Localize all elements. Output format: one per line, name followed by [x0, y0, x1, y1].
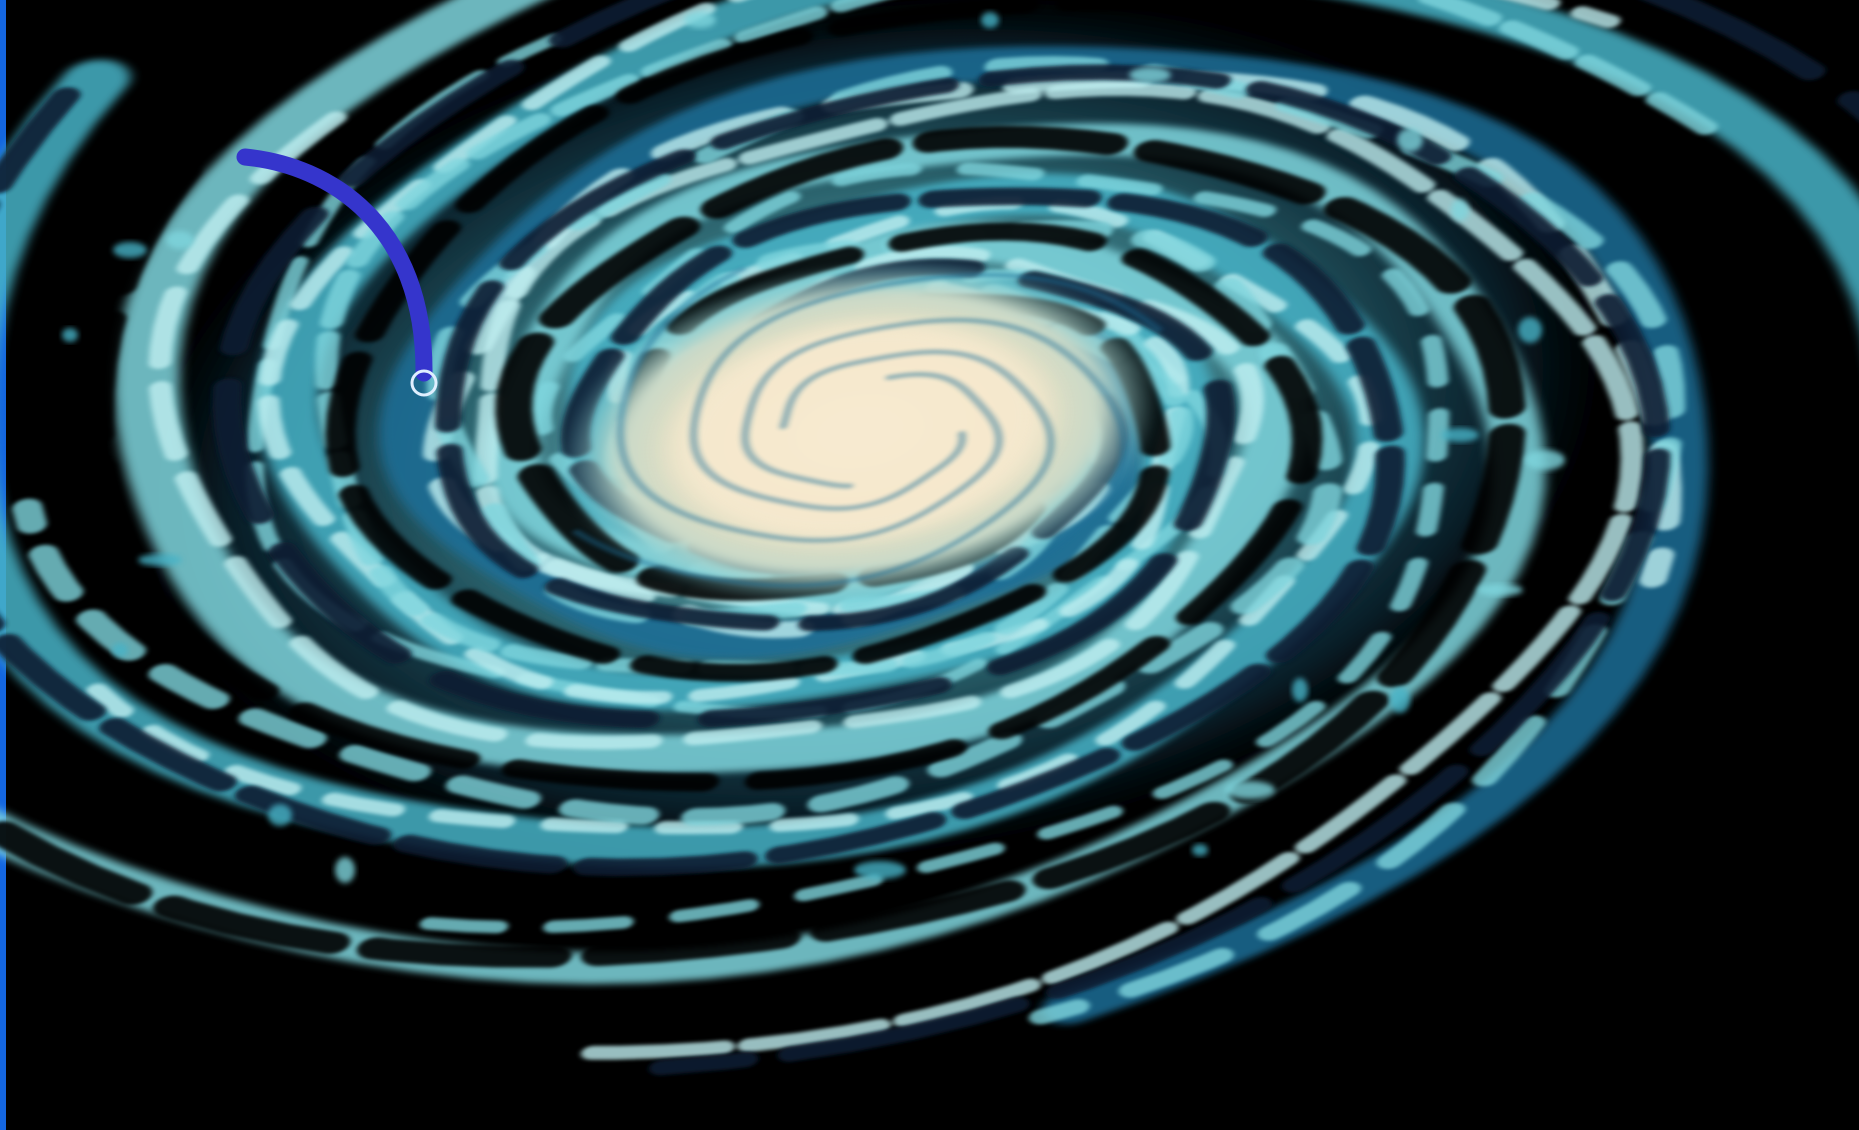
star-cluster [1477, 584, 1523, 596]
star-cluster [1129, 67, 1171, 83]
star-cluster [1518, 317, 1542, 343]
star-cluster [268, 804, 292, 826]
star-cluster [1225, 781, 1275, 799]
star-cluster [166, 231, 194, 249]
star-cluster [1390, 687, 1410, 713]
inner-dust-lane [689, 272, 1163, 511]
inner-dust-lane [572, 349, 1055, 588]
inner-dust-lane [616, 266, 1004, 543]
star-cluster [1192, 844, 1208, 856]
inner-dust-lane [741, 317, 1129, 591]
star-cluster [138, 554, 182, 566]
arm-streak [314, 0, 1718, 677]
star-cluster [62, 328, 78, 342]
star-cluster [1525, 450, 1565, 470]
star-cluster [1397, 128, 1423, 152]
star-cluster [854, 861, 906, 879]
star-cluster [684, 12, 716, 28]
star-cluster [113, 242, 147, 258]
outer-star-clusters [62, 12, 1565, 883]
inner-dust-lanes [572, 266, 1163, 591]
pointer-arc [236, 148, 433, 382]
star-cluster [1292, 678, 1308, 702]
star-cluster [1441, 428, 1479, 442]
star-cluster [981, 12, 999, 28]
star-cluster [1451, 199, 1469, 221]
star-cluster [112, 643, 128, 657]
star-cluster [335, 857, 355, 883]
sun-position-marker [410, 369, 438, 397]
